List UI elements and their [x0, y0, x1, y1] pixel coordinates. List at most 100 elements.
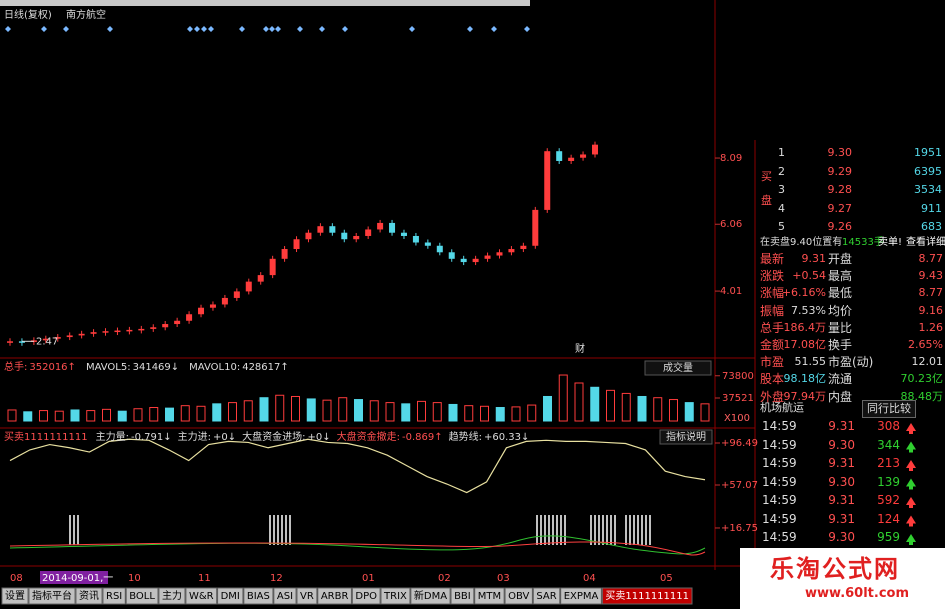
- finance-note: 财: [575, 342, 585, 355]
- volume-button[interactable]: [644, 360, 712, 376]
- x-tick-label: 08: [10, 573, 23, 584]
- candle: [341, 232, 348, 240]
- candle: [448, 252, 455, 259]
- volume-bar: [448, 403, 458, 422]
- volume-bar: [196, 405, 206, 422]
- quote-label: 换手: [828, 338, 853, 352]
- book-volume: 6395: [914, 164, 942, 178]
- tab[interactable]: [296, 587, 318, 605]
- candle: [233, 291, 240, 298]
- book-note: 在卖盘9.40位置有: [760, 237, 843, 248]
- volume-button-label: 成交量: [663, 361, 693, 374]
- y-tick-label: 73800: [722, 371, 754, 382]
- buy-signals: [69, 515, 651, 545]
- book-price: 9.30: [827, 146, 853, 159]
- book-volume: 1951: [914, 146, 942, 159]
- tab[interactable]: [125, 587, 159, 605]
- y-tick-label: 37521: [722, 393, 754, 404]
- tab[interactable]: [158, 587, 186, 605]
- tab[interactable]: [75, 587, 103, 605]
- book-note-qty: 14533手: [842, 237, 884, 248]
- candle: [544, 151, 551, 210]
- x-tick-label: 2014-09-01,一: [42, 573, 113, 584]
- y-tick-label: 6.06: [720, 219, 742, 230]
- trade-arrow: [906, 441, 916, 453]
- tab[interactable]: [504, 587, 533, 605]
- indicator-legend-value: +60.33↓: [484, 432, 529, 443]
- quote-value: 9.43: [918, 269, 944, 283]
- volume-legend-value: 428617↑: [242, 362, 289, 373]
- tab[interactable]: [185, 587, 218, 605]
- tab[interactable]: [450, 587, 475, 605]
- quote-value: 70.23亿: [900, 372, 944, 386]
- candle: [150, 327, 157, 329]
- volume-bar: [338, 397, 348, 422]
- candle: [221, 297, 228, 305]
- tab-label: DPO: [355, 591, 377, 602]
- trade-volume: 124: [877, 511, 900, 526]
- quote-label: 总手: [760, 320, 785, 335]
- tab-label: OBV: [508, 591, 529, 602]
- tab[interactable]: [217, 587, 244, 605]
- x-tick-label: 11: [198, 573, 211, 584]
- quote-value: 7.53%: [791, 303, 826, 317]
- candle: [353, 235, 360, 240]
- x-tick-label: 10: [128, 573, 141, 584]
- tab[interactable]: [102, 587, 126, 605]
- tab-label: TRIX: [383, 591, 407, 602]
- tab[interactable]: [380, 587, 411, 605]
- tab-label: ASI: [277, 591, 293, 602]
- book-level: 4: [778, 201, 785, 215]
- indicator-button[interactable]: [659, 429, 713, 445]
- quote-value: 8.77: [918, 286, 944, 300]
- candle: [281, 249, 288, 259]
- watermark-name: 乐淘公式网: [770, 555, 900, 583]
- indicator-legend-name: 大盘资金撤走:: [337, 430, 400, 443]
- tab[interactable]: [243, 587, 274, 605]
- sector-button[interactable]: 同行比较: [862, 400, 916, 418]
- tab[interactable]: [410, 587, 451, 605]
- candle: [126, 329, 133, 332]
- candle: [162, 324, 169, 328]
- tab[interactable]: [601, 587, 693, 605]
- trade-arrow: [906, 515, 916, 527]
- tab-label: BOLL: [129, 591, 155, 602]
- volume-legend-name: 总手:: [4, 360, 27, 373]
- book-price: 9.26: [827, 220, 853, 233]
- candle: [18, 341, 25, 343]
- tab[interactable]: [317, 587, 352, 605]
- tab-label: W&R: [189, 591, 214, 602]
- volume-bar: [86, 410, 96, 422]
- trade-price: 9.31: [828, 493, 855, 507]
- quote-label: 最高: [828, 269, 853, 284]
- trade-time: 14:59: [762, 493, 797, 507]
- y-tick-label: 4.01: [720, 286, 742, 297]
- tab-label: SAR: [536, 591, 556, 602]
- tab[interactable]: [351, 587, 381, 605]
- volume-bar: [102, 408, 111, 422]
- trade-time: 14:59: [762, 511, 797, 526]
- book-level: 2: [778, 164, 785, 178]
- quote-label: 涨跌: [760, 269, 785, 284]
- quote-value: 2.65%: [908, 338, 943, 351]
- candle: [269, 258, 276, 276]
- volume-bar: [39, 410, 48, 422]
- tab[interactable]: [28, 587, 76, 605]
- volume-bar: [432, 402, 442, 422]
- trade-price: 9.31: [828, 511, 855, 526]
- volume-bar: [306, 398, 316, 422]
- trade-time: 14:59: [762, 437, 797, 452]
- volume-bar: [606, 389, 615, 422]
- tab[interactable]: [532, 587, 561, 605]
- tab[interactable]: [474, 587, 505, 605]
- quote-value: 186.4万: [783, 320, 827, 334]
- quote-label: 涨幅: [760, 286, 785, 301]
- indicator-legend-name: 大盘资金进场:: [242, 430, 305, 443]
- volume-bar: [165, 407, 174, 422]
- tab[interactable]: [1, 587, 29, 605]
- tab[interactable]: [560, 587, 602, 605]
- tab[interactable]: [273, 587, 297, 605]
- volume-bar: [275, 394, 285, 422]
- candle: [78, 333, 85, 336]
- tab-label: BBI: [454, 591, 471, 602]
